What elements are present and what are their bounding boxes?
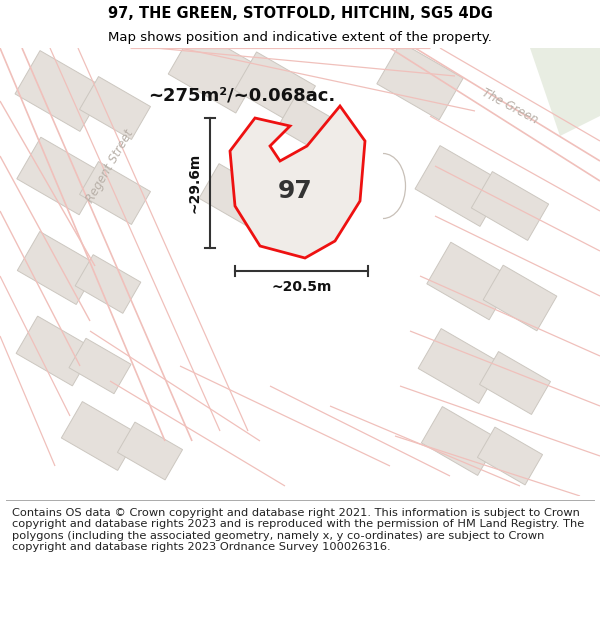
Polygon shape [377,42,463,120]
Polygon shape [415,146,505,226]
Polygon shape [421,407,499,476]
Text: 97, THE GREEN, STOTFOLD, HITCHIN, SG5 4DG: 97, THE GREEN, STOTFOLD, HITCHIN, SG5 4D… [107,6,493,21]
Text: ~29.6m: ~29.6m [187,153,201,213]
Text: 97: 97 [278,179,313,203]
Text: Regent Street: Regent Street [84,127,136,205]
Polygon shape [483,265,557,331]
Text: The Green: The Green [480,86,540,126]
Polygon shape [230,106,365,258]
Polygon shape [15,51,105,131]
Text: ~20.5m: ~20.5m [271,280,332,294]
Text: ~275m²/~0.068ac.: ~275m²/~0.068ac. [148,87,335,105]
Polygon shape [472,172,548,241]
Text: Map shows position and indicative extent of the property.: Map shows position and indicative extent… [108,31,492,44]
Polygon shape [69,338,131,394]
Polygon shape [80,161,151,224]
Polygon shape [277,97,343,156]
Text: Contains OS data © Crown copyright and database right 2021. This information is : Contains OS data © Crown copyright and d… [12,508,584,552]
Polygon shape [80,76,151,139]
Polygon shape [168,29,262,113]
Polygon shape [530,48,600,136]
Polygon shape [17,138,103,215]
Polygon shape [75,254,141,313]
Polygon shape [427,242,513,320]
Polygon shape [478,427,542,485]
Polygon shape [16,316,94,386]
Polygon shape [61,402,139,471]
Polygon shape [418,329,502,403]
Polygon shape [118,422,182,480]
Polygon shape [479,351,550,414]
Polygon shape [17,231,98,304]
Polygon shape [235,52,316,124]
Polygon shape [199,164,271,228]
